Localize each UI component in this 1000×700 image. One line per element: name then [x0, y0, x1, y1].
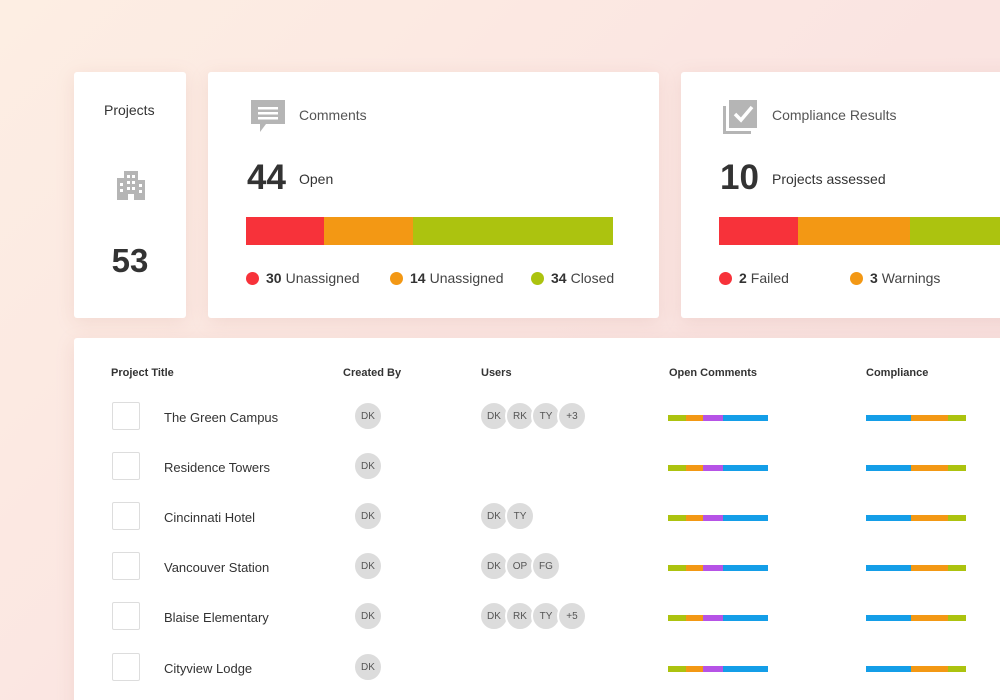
user-avatar: RK — [505, 401, 535, 431]
projects-assessed-count: 10 — [720, 158, 759, 197]
comments-label: Comments — [299, 107, 367, 123]
project-title[interactable]: Residence Towers — [164, 460, 270, 475]
legend-item-warnings: 3 Warnings — [850, 270, 940, 286]
project-title[interactable]: Vancouver Station — [164, 560, 270, 575]
orange-dot-icon — [390, 271, 403, 285]
legend-value: 34 — [551, 270, 567, 286]
legend-item-unassigned-red: 30 Unassigned — [246, 270, 390, 286]
open-comments-bar — [668, 615, 768, 621]
comments-bar-green-segment — [413, 217, 613, 245]
user-avatar: FG — [531, 551, 561, 581]
comment-icon — [251, 100, 285, 132]
table-row[interactable]: Cincinnati Hotel DK DK TY — [74, 498, 1000, 538]
table-row[interactable]: Cityview Lodge DK — [74, 649, 1000, 689]
row-checkbox[interactable] — [112, 602, 140, 630]
user-avatar: TY — [505, 501, 535, 531]
user-avatar: DK — [479, 501, 509, 531]
column-header-created-by[interactable]: Created By — [343, 367, 402, 379]
user-avatar: DK — [479, 601, 509, 631]
compliance-status-bar — [719, 217, 1000, 245]
table-row[interactable]: Residence Towers DK — [74, 448, 1000, 488]
project-title[interactable]: Blaise Elementary — [164, 610, 269, 625]
table-row[interactable]: Vancouver Station DK DK OP FG — [74, 548, 1000, 588]
user-avatar: OP — [505, 551, 535, 581]
open-comments-bar — [668, 666, 768, 672]
legend-item-unassigned-orange: 14 Unassigned — [390, 270, 531, 286]
table-row[interactable]: The Green Campus DK DK RK TY +3 — [74, 398, 1000, 438]
legend-value: 30 — [266, 270, 282, 286]
compliance-bar-green-segment — [910, 217, 1000, 245]
comments-legend: 30 Unassigned 14 Unassigned 34 Closed — [246, 270, 614, 286]
legend-item-failed: 2 Failed — [719, 270, 850, 286]
compliance-bar-red-segment — [719, 217, 798, 245]
comments-bar-red-segment — [246, 217, 324, 245]
created-by-avatar: DK — [353, 601, 383, 631]
projects-label: Projects — [104, 102, 155, 118]
legend-value: 2 — [739, 270, 747, 286]
legend-label: Unassigned — [285, 270, 360, 286]
building-icon — [117, 171, 145, 200]
comments-open-count: 44 — [247, 158, 286, 197]
more-users-avatar[interactable]: +5 — [557, 601, 587, 631]
legend-item-closed: 34 Closed — [531, 270, 614, 286]
compliance-bar — [866, 615, 966, 621]
row-checkbox[interactable] — [112, 502, 140, 530]
column-header-project-title[interactable]: Project Title — [111, 367, 174, 379]
column-header-users[interactable]: Users — [481, 367, 512, 379]
created-by-avatar: DK — [353, 401, 383, 431]
comments-bar-orange-segment — [324, 217, 413, 245]
column-header-open-comments[interactable]: Open Comments — [669, 367, 758, 379]
user-avatar: DK — [479, 401, 509, 431]
legend-value: 3 — [870, 270, 878, 286]
more-users-avatar[interactable]: +3 — [557, 401, 587, 431]
project-title[interactable]: Cincinnati Hotel — [164, 510, 256, 525]
projects-assessed-label: Projects assessed — [772, 171, 886, 187]
compliance-bar-orange-segment — [798, 217, 910, 245]
orange-dot-icon — [850, 271, 863, 285]
user-avatar: TY — [531, 401, 561, 431]
compliance-legend: 2 Failed 3 Warnings — [719, 270, 940, 286]
projects-table: Project Title Created By Users Open Comm… — [74, 338, 1000, 700]
column-header-compliance[interactable]: Compliance — [866, 367, 929, 379]
projects-card[interactable]: Projects 53 — [74, 72, 186, 318]
red-dot-icon — [719, 271, 732, 285]
checklist-icon — [723, 100, 757, 134]
row-checkbox[interactable] — [112, 552, 140, 580]
compliance-label: Compliance Results — [772, 107, 897, 123]
project-title[interactable]: Cityview Lodge — [164, 661, 253, 676]
legend-label: Closed — [570, 270, 615, 286]
user-avatar: RK — [505, 601, 535, 631]
row-checkbox[interactable] — [112, 402, 140, 430]
row-checkbox[interactable] — [112, 452, 140, 480]
open-comments-bar — [668, 515, 768, 521]
legend-value: 14 — [410, 270, 426, 286]
comments-status-bar — [246, 217, 613, 245]
open-comments-bar — [668, 565, 768, 571]
open-comments-bar — [668, 415, 768, 421]
compliance-bar — [866, 465, 966, 471]
green-dot-icon — [531, 271, 544, 285]
legend-label: Unassigned — [429, 270, 504, 286]
created-by-avatar: DK — [353, 501, 383, 531]
created-by-avatar: DK — [353, 551, 383, 581]
compliance-bar — [866, 415, 966, 421]
open-comments-bar — [668, 465, 768, 471]
created-by-avatar: DK — [353, 652, 383, 682]
row-checkbox[interactable] — [112, 653, 140, 681]
compliance-bar — [866, 515, 966, 521]
projects-count: 53 — [111, 242, 149, 279]
legend-label: Failed — [750, 270, 789, 286]
red-dot-icon — [246, 271, 259, 285]
comments-card[interactable]: Comments 44 Open 30 Unassigned 14 Unassi… — [208, 72, 659, 318]
compliance-card[interactable]: Compliance Results 10 Projects assessed … — [681, 72, 1000, 318]
comments-open-label: Open — [299, 171, 334, 187]
compliance-bar — [866, 666, 966, 672]
table-row[interactable]: Blaise Elementary DK DK RK TY +5 — [74, 598, 1000, 638]
created-by-avatar: DK — [353, 451, 383, 481]
legend-label: Warnings — [881, 270, 941, 286]
project-title[interactable]: The Green Campus — [164, 410, 279, 425]
compliance-bar — [866, 565, 966, 571]
